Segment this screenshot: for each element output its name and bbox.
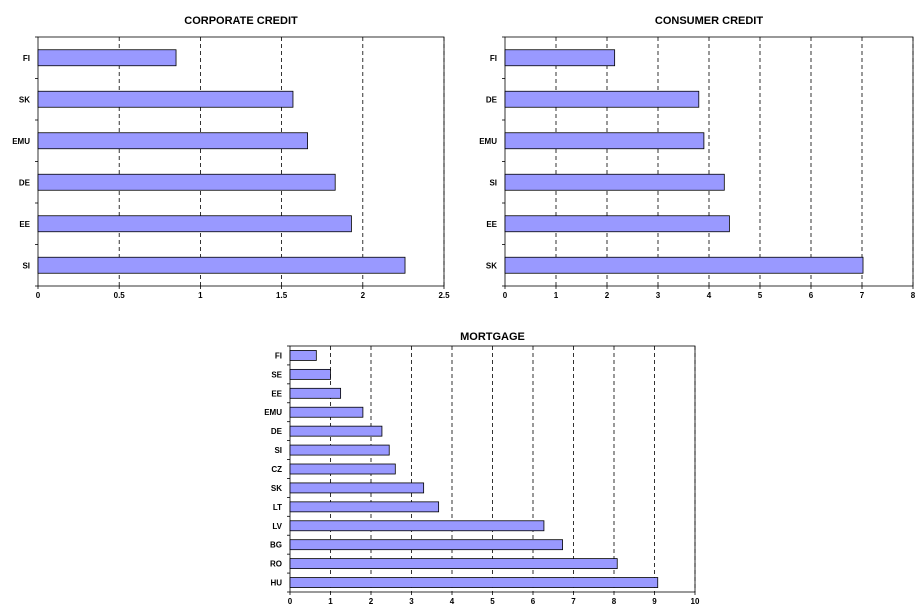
chart2-category-label: EE — [271, 389, 282, 398]
chart2-x-tick-label: 1 — [328, 597, 333, 606]
chart0-x-tick-label: 0.5 — [114, 291, 126, 300]
chart2-bar-si — [289, 444, 390, 456]
chart0-x-tick-label: 1.5 — [276, 291, 288, 300]
chart2-bar-de — [289, 425, 383, 437]
chart1-x-tick-label: 1 — [554, 291, 559, 300]
chart0-category-label: EMU — [12, 137, 30, 146]
chart1-category-label: EMU — [479, 137, 497, 146]
chart2-x-tick-label: 5 — [490, 597, 495, 606]
chart2-bar-lt — [289, 501, 440, 513]
chart2-bar-bg — [289, 539, 563, 551]
chart0-bar-sk — [37, 90, 294, 108]
chart2-x-tick-label: 6 — [531, 597, 536, 606]
chart1-x-tick-label: 3 — [656, 291, 661, 300]
chart2-bar-cz — [289, 463, 396, 475]
chart1-x-tick-label: 6 — [809, 291, 814, 300]
chart2-x-tick-label: 9 — [652, 597, 657, 606]
chart0-title: CORPORATE CREDIT — [184, 15, 298, 27]
chart0-category-label: DE — [19, 178, 31, 187]
chart0-bar-emu — [37, 132, 308, 150]
chart0-bar-ee — [37, 215, 352, 233]
chart2-x-tick-label: 7 — [571, 597, 576, 606]
chart1-category-label: SI — [489, 178, 497, 187]
chart1-x-tick-label: 0 — [503, 291, 508, 300]
chart1-bar-si — [504, 173, 725, 191]
chart0-bar-de — [37, 173, 336, 191]
chart1-bar-de — [504, 90, 700, 108]
chart0-category-label: EE — [19, 220, 30, 229]
chart2-category-label: SE — [271, 370, 282, 379]
chart2-bar-se — [289, 368, 331, 380]
chart2-x-tick-label: 10 — [691, 597, 700, 606]
chart1-bar-emu — [504, 132, 705, 150]
chart1-category-label: EE — [486, 220, 497, 229]
chart0-x-tick-label: 0 — [36, 291, 41, 300]
chart2-x-tick-label: 0 — [288, 597, 293, 606]
chart2-category-label: SK — [271, 484, 282, 493]
chart2-category-label: HU — [270, 579, 282, 588]
chart2-bar-fi — [289, 350, 317, 361]
chart2-bar-lv — [289, 520, 545, 532]
chart0-bar-fi — [37, 49, 177, 67]
chart1-x-tick-label: 8 — [911, 291, 916, 300]
chart1-bar-sk — [504, 256, 864, 274]
chart1-bar-fi — [504, 49, 616, 67]
chart1-category-label: DE — [486, 95, 498, 104]
chart2-bar-ee — [289, 387, 342, 399]
chart2-bar-hu — [289, 577, 659, 588]
chart1-category-label: SK — [486, 261, 497, 270]
chart2-category-label: FI — [275, 351, 282, 360]
chart2-category-label: CZ — [271, 465, 282, 474]
chart2-x-tick-label: 8 — [612, 597, 617, 606]
chart0-category-label: SK — [19, 95, 30, 104]
chart1-category-label: FI — [490, 54, 497, 63]
chart0-bar-si — [37, 256, 406, 274]
chart2-title: MORTGAGE — [460, 331, 525, 343]
chart0-category-label: SI — [22, 261, 30, 270]
chart2-x-tick-label: 2 — [369, 597, 374, 606]
chart2-x-tick-label: 3 — [409, 597, 414, 606]
chart0-category-label: FI — [23, 54, 30, 63]
chart1-title: CONSUMER CREDIT — [655, 15, 763, 27]
chart0-plot-frame — [37, 36, 445, 287]
chart1-bar-ee — [504, 215, 730, 233]
chart2-bar-ro — [289, 558, 618, 570]
chart2-category-label: LV — [272, 522, 282, 531]
chart1-x-tick-label: 5 — [758, 291, 763, 300]
chart1-x-tick-label: 2 — [605, 291, 610, 300]
chart2-category-label: RO — [270, 560, 282, 569]
chart1-x-tick-label: 4 — [707, 291, 712, 300]
chart2-category-label: BG — [270, 541, 282, 550]
chart0-x-tick-label: 1 — [198, 291, 203, 300]
chart2-category-label: SI — [274, 446, 282, 455]
chart1-x-tick-label: 7 — [860, 291, 865, 300]
chart2-x-tick-label: 4 — [450, 597, 455, 606]
chart2-category-label: LT — [273, 503, 282, 512]
chart2-category-label: DE — [271, 427, 283, 436]
chart0-x-tick-label: 2.5 — [438, 291, 450, 300]
chart2-bar-emu — [289, 406, 364, 418]
chart2-bar-sk — [289, 482, 425, 494]
chart0-x-tick-label: 2 — [361, 291, 366, 300]
chart2-category-label: EMU — [264, 408, 282, 417]
